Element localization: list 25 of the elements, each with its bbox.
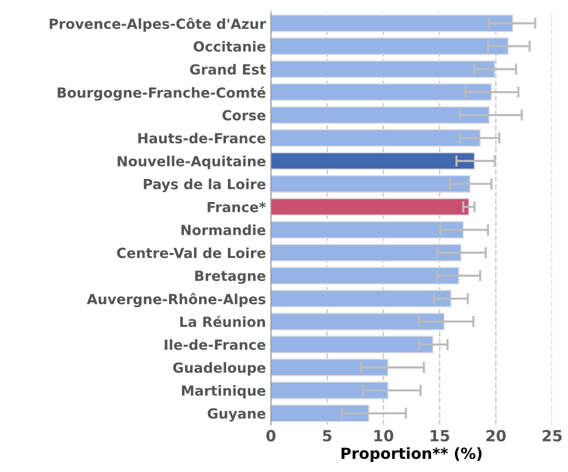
- y-tick-label: Auvergne-Rhône-Alpes: [86, 293, 266, 308]
- y-tick-label: Pays de la Loire: [144, 178, 266, 192]
- x-tick-label: 15: [430, 430, 450, 442]
- y-tick-label: Occitanie: [194, 40, 266, 52]
- x-tick-label: 5: [323, 430, 332, 442]
- y-tick-label: Grand Est: [190, 64, 266, 75]
- y-tick-label: Nouvelle-Aquitaine: [118, 156, 266, 170]
- y-tick-label: Corse: [222, 110, 266, 121]
- y-tick-label: France*: [208, 202, 266, 212]
- y-tick-label: Bourgogne-Franche-Comté: [58, 86, 266, 101]
- y-tick-label: Hauts-de-France: [138, 132, 266, 144]
- y-tick-label: Bretagne: [195, 270, 266, 284]
- x-tick-label: 20: [486, 430, 506, 442]
- y-tick-label: Guyane: [208, 408, 266, 422]
- x-tick-label: 10: [374, 430, 394, 442]
- x-tick-label: 25: [542, 430, 562, 442]
- y-tick-label: La Réunion: [180, 316, 265, 328]
- y-tick-label: Guadeloupe: [173, 362, 266, 376]
- y-tick-label: Martinique: [182, 385, 266, 399]
- x-axis-title: Proportion** (%): [342, 447, 482, 462]
- y-tick-label: Provence-Alpes-Côte d'Azur: [50, 18, 266, 32]
- y-tick-label: Ile-de-France: [164, 339, 266, 350]
- x-tick-label: 0: [266, 430, 276, 442]
- y-tick-label: Normandie: [181, 224, 266, 236]
- y-tick-label: Centre-Val de Loire: [117, 247, 266, 258]
